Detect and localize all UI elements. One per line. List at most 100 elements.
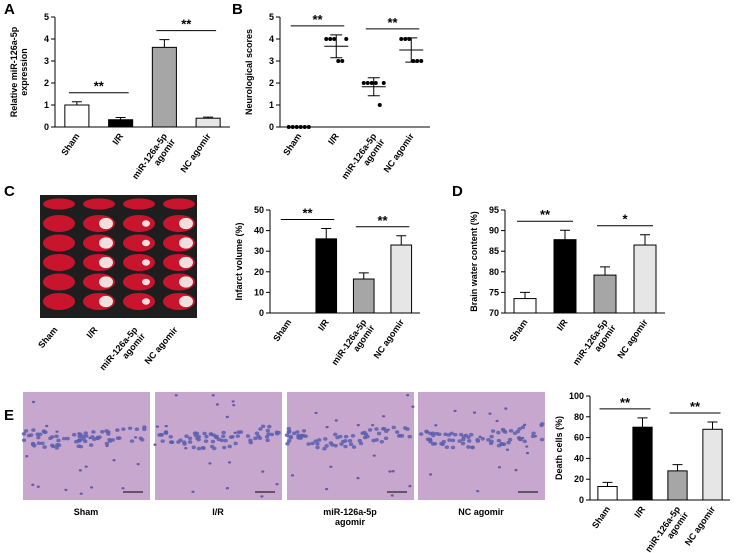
nucleus (480, 436, 485, 441)
nucleus (531, 431, 536, 436)
y-axis-title: Death cells (%) (554, 416, 564, 480)
nucleus (204, 434, 209, 439)
nucleus (248, 440, 253, 445)
cell (227, 461, 232, 464)
nucleus (447, 438, 452, 442)
slice (43, 254, 75, 271)
cell (488, 412, 492, 415)
data-point (332, 37, 337, 41)
nucleus (522, 439, 527, 444)
cell (260, 495, 264, 498)
nucleus (466, 435, 471, 440)
error-bar (520, 291, 530, 299)
slice (123, 254, 155, 271)
cell (525, 445, 529, 448)
y-tick-label: 40 (254, 226, 264, 236)
nucleus (91, 430, 96, 434)
nucleus (115, 436, 121, 440)
nucleus (227, 444, 232, 449)
nucleus (301, 434, 306, 438)
error-bar (672, 464, 683, 471)
nucleus (391, 425, 397, 430)
data-point (365, 81, 370, 85)
infarct (179, 256, 193, 269)
nucleus (238, 430, 244, 434)
nucleus (315, 442, 320, 446)
y-tick-label: 75 (489, 287, 499, 297)
nucleus (129, 439, 135, 443)
nucleus (56, 438, 61, 443)
nucleus (461, 437, 466, 442)
nucleus (466, 445, 471, 449)
nucleus (496, 438, 502, 443)
brain-slices-photo (40, 195, 197, 318)
nucleus (138, 436, 143, 441)
cell (78, 469, 82, 472)
error-bar (115, 117, 126, 120)
error-bar (560, 229, 570, 240)
data-point (399, 37, 404, 41)
nucleus (265, 438, 270, 443)
x-tick-label: miR-126a-5pagomir (130, 131, 177, 187)
x-tick-label: miR-126a-5pagomir (571, 317, 618, 373)
data-point (377, 103, 382, 107)
photo-label: NC agomir (143, 324, 180, 366)
nucleus (520, 425, 526, 430)
nucleus (324, 444, 329, 448)
nucleus (407, 434, 412, 439)
y-tick-label: 80 (489, 267, 499, 277)
photo-bg (155, 392, 282, 500)
nucleus (394, 430, 400, 434)
data-point (419, 59, 424, 63)
x-tick-label: NC agomir (372, 317, 407, 360)
bar (390, 244, 413, 314)
slice (123, 273, 155, 291)
nucleus (323, 437, 328, 441)
cell (231, 400, 235, 403)
infarct (179, 237, 193, 249)
nucleus (21, 438, 27, 443)
nucleus (191, 445, 196, 450)
cell (388, 470, 392, 473)
nucleus (339, 442, 344, 446)
bar (633, 244, 657, 314)
y-tick-label: 50 (254, 205, 264, 215)
panel-letter: A (4, 1, 15, 18)
nucleus (507, 437, 513, 442)
nucleus (142, 427, 147, 432)
nucleus (160, 439, 165, 443)
nucleus (286, 439, 292, 443)
photo-bg (23, 392, 150, 500)
bar (108, 119, 134, 128)
cell (411, 405, 415, 408)
y-tick-label: 3 (269, 56, 274, 66)
nucleus (460, 441, 466, 446)
y-tick-label: 20 (254, 267, 264, 277)
nucleus (453, 432, 458, 437)
cell (45, 424, 49, 428)
y-tick-label: 85 (489, 246, 499, 256)
cell (314, 411, 318, 415)
nucleus (187, 440, 193, 444)
cell (324, 487, 329, 491)
error-bar (405, 37, 418, 63)
nucleus (357, 438, 362, 443)
x-tick-label: miR-126a-5pagomir (643, 504, 690, 553)
significance-label: ** (387, 15, 398, 30)
photo-label: miR-126a-5pagomir (97, 324, 147, 378)
nucleus (539, 423, 544, 427)
nucleus (512, 431, 518, 435)
bar (195, 117, 221, 128)
nucleus (343, 434, 349, 439)
slice (43, 198, 75, 210)
nucleus (418, 432, 424, 436)
bar (632, 426, 653, 501)
nucleus (350, 434, 356, 438)
nucleus (184, 434, 189, 439)
slice (163, 198, 195, 210)
panel-letter: D (452, 183, 463, 200)
y-axis-title: Brain water content (%) (469, 211, 479, 312)
x-tick-label: NC agomir (683, 504, 718, 547)
x-tick-label: NC agomir (615, 317, 650, 360)
